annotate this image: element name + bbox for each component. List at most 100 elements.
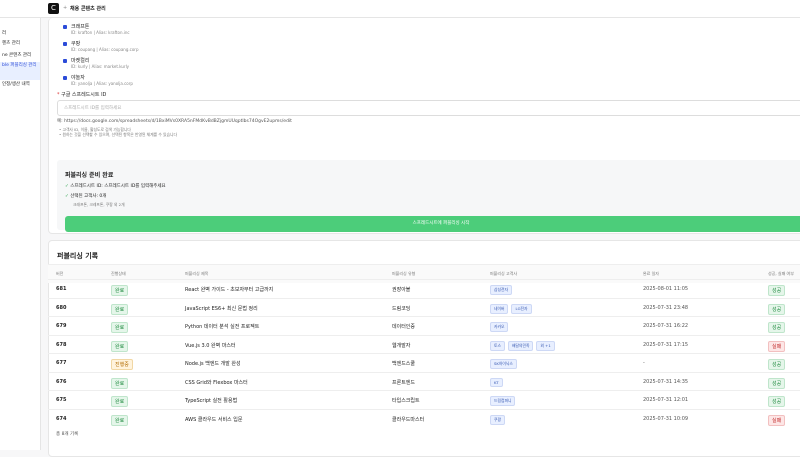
client-tag: 쿠팡 <box>490 414 505 425</box>
sidebar-item[interactable]: ne 콘텐츠 관리 <box>2 53 32 58</box>
client-tag: SK하이닉스 <box>490 359 517 369</box>
checkbox[interactable] <box>63 25 67 29</box>
client-tag: 네이버 <box>490 303 509 314</box>
logo: C <box>48 3 59 14</box>
date: 2025-07-31 12:01 <box>643 397 689 403</box>
row-title: Node.js 백엔드 개발 완성 <box>185 361 241 367</box>
row-title: React 완벽 가이드 - 초보자부터 고급까지 <box>185 287 274 293</box>
status-badge: 완료 <box>111 414 129 426</box>
date: 2025-08-01 11:05 <box>643 286 689 292</box>
version: 681 <box>56 286 67 292</box>
placeholder: 스프레드시트 ID를 입력하세요 <box>64 106 122 111</box>
result-badge: 실패 <box>768 414 786 426</box>
row-title: AWS 클라우드 서비스 입문 <box>185 416 243 423</box>
status-badge: 완료 <box>111 285 129 296</box>
note: • 원하는 것을 선택할 수 있으며, 선택된 항목은 반영된 체계를 수 있습… <box>59 132 178 137</box>
client-tag: 카카오 <box>490 322 509 332</box>
client-tag: 삼성전자 <box>490 285 512 295</box>
client-list: 드림컴퍼니 <box>490 396 518 406</box>
selected-list: 크래프톤, 크레프톤, 쿠팡 외 2개 <box>73 202 125 207</box>
sheet-label-text: 구글 스프레드시트 ID <box>61 92 107 98</box>
result-badge: 성공 <box>768 303 786 315</box>
client-list: 삼성전자 <box>490 285 515 295</box>
table-row: 681 완료 React 완벽 가이드 - 초보자부터 고급까지 권장아볼 삼성전자 20… <box>48 279 800 298</box>
company-meta: ID: krafton | Alias: krafton.inc <box>71 30 130 35</box>
date: 2025-07-31 14:35 <box>643 378 689 385</box>
example: 예: https://docs.google.com/spreadsheets/… <box>57 119 292 124</box>
table-row: 680 완료 JavaScript ES6+ 최신 문법 정리 드림코딩 네이버 LG전자… <box>48 297 800 317</box>
status-badge: 완료 <box>111 340 129 352</box>
client-tag: 외 +1 <box>536 340 555 351</box>
author: 타입스크립트 <box>392 398 420 404</box>
client-list: 네이버 LG전자 <box>490 303 535 314</box>
check: ✓ 스프레드시트 ID: 스프레드시트 ID를 입력해주세요 <box>65 184 166 189</box>
company-list: 크래프톤 ID: krafton | Alias: krafton.inc 쿠팡 ID… <box>49 18 800 88</box>
result-badge: 성공 <box>768 359 786 370</box>
status-badge: 완료 <box>111 303 129 315</box>
publish-button[interactable]: 스프레드시트에 퍼블리싱 시작 <box>65 216 800 232</box>
table-row: 674 완료 AWS 클라우드 서비스 입문 클라우드마스터 쿠팡 2025-07-31 … <box>48 408 800 428</box>
status-badge: 완료 <box>111 377 129 389</box>
table-row: 675 완료 TypeScript 실전 활용법 타입스크립트 드림컴퍼니 2025-07… <box>48 390 800 409</box>
column-header: 퍼블리싱 유형 <box>392 271 416 276</box>
row-title: Python 데이터 분석 실전 프로젝트 <box>185 324 260 330</box>
version: 677 <box>56 360 67 366</box>
company-meta: ID: coupang | Alias: coupang.corp <box>71 47 139 52</box>
status-badge: 완료 <box>111 322 129 333</box>
client-tag: 토스 <box>490 340 505 351</box>
sidebar-item[interactable]: 러 <box>2 31 7 36</box>
author: 데이터인증 <box>392 324 416 330</box>
ready-title: 퍼블리싱 준비 완료 <box>65 172 114 179</box>
company-meta: ID: yanolja | Alias: yanolja.corp <box>71 81 133 86</box>
ready-panel: 퍼블리싱 준비 완료 ✓ 스프레드시트 ID: 스프레드시트 ID를 입력해주세… <box>57 160 800 232</box>
company-name: 쿠팡 <box>71 41 81 47</box>
date: 2025-07-31 10:09 <box>643 415 689 422</box>
sheet-label: * 구글 스프레드시트 ID <box>57 92 107 98</box>
checkbox[interactable] <box>63 42 67 46</box>
table-row: 678 완료 Vue.js 3.0 완벽 마스터 웹개발자 토스 배달의민족 외 +1 202… <box>48 334 800 354</box>
check: ✓ 선택된 고객사: 0개 <box>65 194 107 199</box>
column-header: 완료 일자 <box>643 271 659 276</box>
row-title: TypeScript 실전 활용법 <box>185 398 238 404</box>
company-name: 크래프톤 <box>71 24 90 30</box>
menu-icon[interactable]: + <box>63 5 68 11</box>
result-badge: 성공 <box>768 396 786 407</box>
checkbox[interactable] <box>63 59 67 63</box>
sidebar-item[interactable]: 헨츠 관리 <box>2 41 20 46</box>
row-title: Vue.js 3.0 완벽 마스터 <box>185 342 236 349</box>
result-badge: 성공 <box>768 322 786 333</box>
column-header: 퍼블리싱 제목 <box>185 271 209 276</box>
result-badge: 성공 <box>768 377 786 389</box>
publish-card: 크래프톤 ID: krafton | Alias: krafton.inc 쿠팡 ID… <box>48 18 800 234</box>
company-name: 마켓컬리 <box>71 58 90 64</box>
client-tag: 드림컴퍼니 <box>490 396 516 406</box>
client-list: SK하이닉스 <box>490 359 520 369</box>
status-badge: 진행중 <box>111 359 133 370</box>
client-tag: 배달의민족 <box>508 340 534 351</box>
table-row: 676 완료 CSS Grid와 Flexbox 마스터 프론트엔드 KT 2025-07… <box>48 371 800 391</box>
version: 680 <box>56 304 67 311</box>
author: 백엔드스쿨 <box>392 361 416 367</box>
table-header: 버전 진행상태 퍼블리싱 제목 퍼블리싱 유형 퍼블리싱 고객사 완료 일자 성공, 실패 … <box>48 264 800 283</box>
version: 675 <box>56 397 67 403</box>
sidebar-item[interactable]: 인정/생산 내역 <box>2 82 30 87</box>
company-name: 야놀자 <box>71 75 85 81</box>
date: 2025-07-31 16:22 <box>643 323 689 329</box>
sidebar-item[interactable]: ble 퍼블리싱 관리 <box>0 62 40 80</box>
client-list: 카카오 <box>490 322 511 332</box>
header-title: 채용 콘텐츠 관리 <box>70 6 106 12</box>
version: 676 <box>56 378 67 385</box>
client-list: 토스 배달의민족 외 +1 <box>490 340 558 351</box>
author: 드림코딩 <box>392 305 411 312</box>
check-text: 스프레드시트 ID: 스프레드시트 ID를 입력해주세요 <box>70 184 166 189</box>
author: 클라우드마스터 <box>392 416 425 423</box>
sheet-input[interactable]: 스프레드시트 ID를 입력하세요 <box>57 100 800 116</box>
date: 2025-07-31 17:15 <box>643 341 689 348</box>
check-text: 선택된 고객사: 0개 <box>70 194 107 199</box>
author: 웹개발자 <box>392 342 411 349</box>
checkbox[interactable] <box>63 76 67 80</box>
table-row: 677 진행중 Node.js 백엔드 개발 완성 백엔드스쿨 SK하이닉스 - 성공 <box>48 353 800 372</box>
column-header: 진행상태 <box>111 271 126 276</box>
table-row: 679 완료 Python 데이터 분석 실전 프로젝트 데이터인증 카카오 2025-0… <box>48 316 800 335</box>
